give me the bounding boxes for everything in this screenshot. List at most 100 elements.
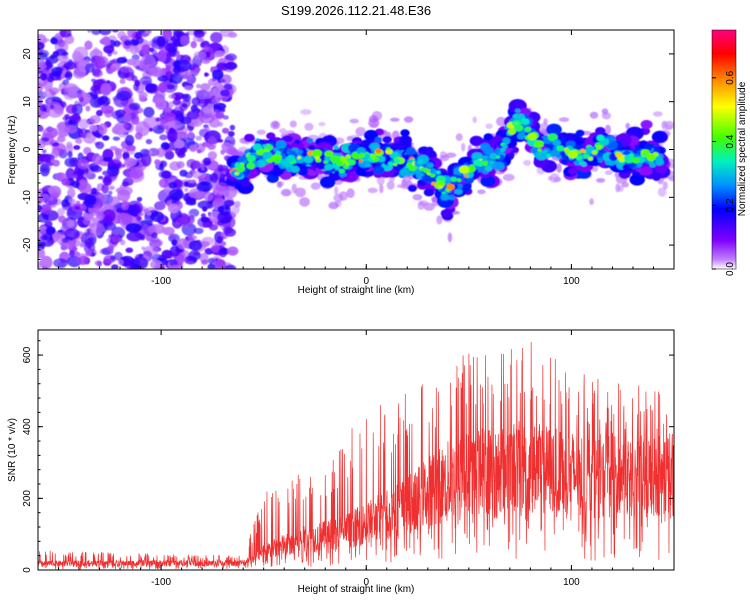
haze-cell xyxy=(558,117,570,122)
signal-cell xyxy=(319,176,336,189)
signal-cell xyxy=(489,152,498,160)
haze-cell xyxy=(280,188,292,197)
signal-cell xyxy=(596,134,605,142)
signal-cell xyxy=(547,133,558,142)
noise-cell xyxy=(89,124,98,132)
signal-cell xyxy=(629,173,645,186)
noise-cell xyxy=(147,220,153,227)
noise-cell xyxy=(109,66,117,73)
signal-cell xyxy=(459,165,470,174)
noise-cell xyxy=(39,203,52,215)
noise-cell xyxy=(147,211,152,216)
signal-cell xyxy=(473,159,482,167)
noise-cell xyxy=(115,151,122,160)
colorbar-tick-label: 0.2 xyxy=(725,198,736,212)
noise-cell xyxy=(102,209,116,223)
signal-cell xyxy=(568,167,578,175)
noise-cell xyxy=(72,113,81,122)
signal-cell xyxy=(284,135,293,143)
signal-cell xyxy=(464,174,469,178)
noise-cell xyxy=(201,45,210,53)
noise-cell xyxy=(150,237,160,244)
noise-cell xyxy=(136,216,143,221)
signal-cell xyxy=(595,127,606,135)
signal-cell xyxy=(646,154,656,162)
haze-cell xyxy=(496,116,507,127)
noise-cell xyxy=(220,78,226,83)
signal-cell xyxy=(457,184,463,189)
noise-cell xyxy=(162,112,176,122)
noise-cell xyxy=(38,138,46,150)
signal-cell xyxy=(502,137,511,144)
noise-cell xyxy=(204,72,209,77)
noise-cell xyxy=(187,130,194,139)
noise-cell xyxy=(135,65,141,70)
signal-cell xyxy=(342,164,350,170)
haze-cell xyxy=(614,172,619,178)
noise-cell xyxy=(51,66,63,77)
signal-cell xyxy=(447,194,456,200)
noise-cell xyxy=(215,259,226,268)
noise-cell xyxy=(64,228,80,240)
noise-cell xyxy=(53,258,68,268)
signal-cell xyxy=(537,148,542,152)
noise-cell xyxy=(167,203,180,214)
haze-cell xyxy=(657,187,667,197)
noise-cell xyxy=(50,192,60,199)
noise-cell xyxy=(227,131,235,137)
signal-cell xyxy=(580,162,587,167)
spectrogram-y-tick-label: 20 xyxy=(22,48,33,60)
signal-cell xyxy=(266,132,276,140)
haze-cell xyxy=(652,111,663,117)
signal-cell xyxy=(417,159,424,165)
noise-cell xyxy=(197,99,209,108)
noise-cell xyxy=(223,199,235,207)
noise-cell xyxy=(38,204,43,212)
noise-cell xyxy=(104,109,114,118)
noise-cell xyxy=(164,150,175,160)
noise-cell xyxy=(45,226,56,236)
noise-cell xyxy=(44,220,53,228)
spectrogram-x-tick-label: -100 xyxy=(151,276,171,287)
haze-cell xyxy=(346,188,355,199)
noise-cell xyxy=(111,264,119,269)
noise-cell xyxy=(215,182,228,192)
snr-frame xyxy=(37,329,675,571)
signal-cell xyxy=(338,168,345,174)
signal-cell xyxy=(580,148,586,153)
noise-cell xyxy=(195,135,202,141)
noise-cell xyxy=(78,182,92,194)
signal-cell xyxy=(516,133,525,140)
noise-cell xyxy=(199,83,211,91)
haze-cell xyxy=(412,194,423,201)
haze-cell xyxy=(291,183,297,194)
signal-cell xyxy=(502,144,508,149)
noise-cell xyxy=(155,102,164,108)
signal-cell xyxy=(524,126,532,132)
noise-cell xyxy=(181,222,197,236)
signal-cell xyxy=(333,145,339,150)
noise-cell xyxy=(112,30,119,33)
signal-cell xyxy=(407,159,413,164)
noise-cell xyxy=(88,222,105,236)
noise-cell xyxy=(184,187,189,192)
noise-cell xyxy=(64,125,77,134)
noise-cell xyxy=(131,54,140,61)
noise-cell xyxy=(202,157,212,166)
signal-cell xyxy=(286,154,296,162)
noise-cell xyxy=(83,241,96,254)
signal-cell xyxy=(429,168,437,175)
signal-cell xyxy=(255,138,260,142)
noise-cell xyxy=(211,173,219,184)
noise-cell xyxy=(124,134,135,146)
noise-cell xyxy=(118,129,127,138)
noise-cell xyxy=(83,173,91,178)
noise-cell xyxy=(124,157,137,167)
haze-cell xyxy=(386,180,395,190)
noise-cell xyxy=(200,213,206,218)
signal-cell xyxy=(345,172,357,181)
noise-cell xyxy=(68,198,76,204)
signal-cell xyxy=(336,160,343,167)
noise-cell xyxy=(42,38,50,43)
